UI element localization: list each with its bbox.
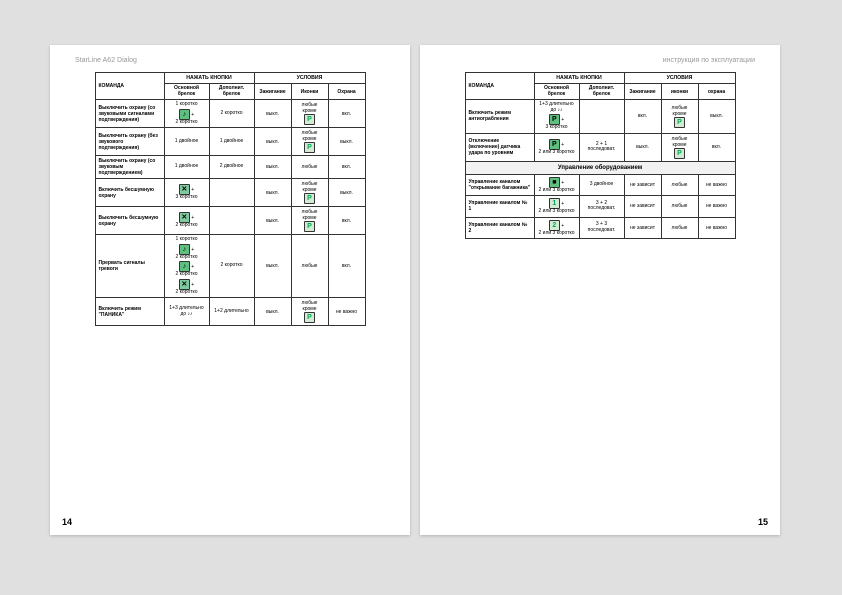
table-row: Управление каналом "открывание багажника… [465, 174, 735, 196]
car-icon: P [304, 193, 315, 204]
header-right: инструкция по эксплуатации [445, 57, 755, 64]
unlock-icon: ♪ [179, 109, 190, 120]
page-number-left: 14 [62, 517, 72, 527]
table-right: КОМАНДА НАЖАТЬ КНОПКИ УСЛОВИЯ Основной б… [465, 72, 736, 239]
col-guard: Охрана [328, 84, 365, 100]
col-win: иконки [661, 84, 698, 100]
col-ign: Зажигание [624, 84, 661, 100]
col-cond: УСЛОВИЯ [254, 73, 365, 84]
table-row: Выключить бесшумную охрану ✕ +2 коротко … [95, 207, 365, 235]
car-icon: P [304, 142, 315, 153]
col-press: НАЖАТЬ КНОПКИ [164, 73, 254, 84]
page-left: StarLine A62 Dialog КОМАНДА НАЖАТЬ КНОПК… [50, 45, 410, 535]
col-aux: Дополнит. брелок [209, 84, 254, 100]
table-row: Выключить охрану (со звуковым подтвержде… [95, 156, 365, 179]
note-icon: ♪ [179, 244, 190, 255]
col-guard: охрана [698, 84, 735, 100]
header-left: StarLine A62 Dialog [75, 57, 385, 64]
table-row: Включить режим антиограбления 1+3 длител… [465, 100, 735, 134]
col-aux: Дополнит. брелок [579, 84, 624, 100]
col-cmd: КОМАНДА [465, 73, 534, 100]
car-icon: P [304, 221, 315, 232]
page-number-right: 15 [758, 517, 768, 527]
table-row: Включить режим "ПАНИКА" 1+3 длительно до… [95, 298, 365, 326]
col-ign: Зажигание [254, 84, 291, 100]
table-row: Выключить охрану (со звуковыми сигналами… [95, 100, 365, 128]
car-icon: P [674, 117, 685, 128]
x-icon: ✕ [179, 279, 190, 290]
car-icon: P [304, 312, 315, 323]
table-left: КОМАНДА НАЖАТЬ КНОПКИ УСЛОВИЯ Основной б… [95, 72, 366, 326]
car-icon: P [304, 114, 315, 125]
col-main: Основной брелок [534, 84, 579, 100]
col-cmd: КОМАНДА [95, 73, 164, 100]
table-row: Отключение (включение) датчика удара по … [465, 133, 735, 161]
car-icon: P [674, 148, 685, 159]
table-row: Выключить охрану (без звукового подтверж… [95, 128, 365, 156]
section-row: Управление оборудованием [465, 161, 735, 174]
col-cond: УСЛОВИЯ [624, 73, 735, 84]
table-row: Включить бесшумную охрану ✕ +3 коротко в… [95, 179, 365, 207]
table-row: Управление каналом № 1 1 +2 или 3 коротк… [465, 196, 735, 218]
table-row: Управление каналом № 2 2 +2 или 3 коротк… [465, 217, 735, 239]
table-row: Прервать сигналы тревоги 1 коротко ♪ + 2… [95, 235, 365, 298]
section-header: Управление оборудованием [465, 161, 735, 174]
col-main: Основной брелок [164, 84, 209, 100]
two-icon: 2 [549, 220, 560, 231]
sq-icon: ■ [549, 177, 560, 188]
page-right: инструкция по эксплуатации КОМАНДА НАЖАТ… [420, 45, 780, 535]
col-press: НАЖАТЬ КНОПКИ [534, 73, 624, 84]
col-win: Иконки [291, 84, 328, 100]
